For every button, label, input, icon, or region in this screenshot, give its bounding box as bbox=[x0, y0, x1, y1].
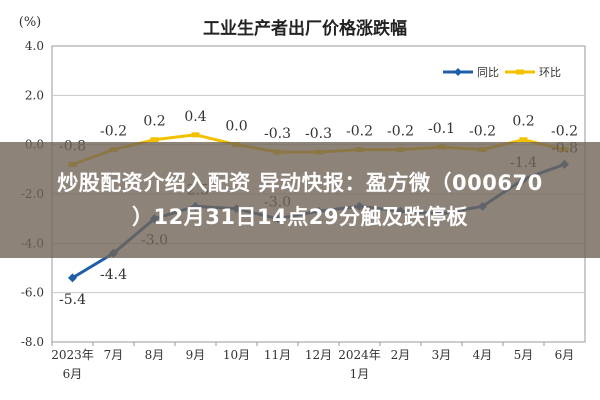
x-tick-label: 10月 bbox=[223, 348, 250, 362]
x-tick-label: 9月 bbox=[186, 348, 206, 362]
chart-title: 工业生产者出厂价格涨跌幅 bbox=[203, 18, 407, 39]
legend-label-yoy: 同比 bbox=[477, 66, 499, 79]
x-tick-label: 3月 bbox=[432, 348, 452, 362]
legend-label-mom: 环比 bbox=[539, 66, 561, 79]
y-tick-label: 2.0 bbox=[25, 88, 44, 102]
x-tick-label: 11月 bbox=[264, 348, 291, 362]
x-tick-label: 12月 bbox=[305, 348, 332, 362]
data-label-mom: 0.2 bbox=[512, 114, 534, 130]
data-label-yoy: -5.4 bbox=[59, 292, 86, 308]
data-label-mom: -0.3 bbox=[305, 126, 332, 142]
x-tick-label: 6月 bbox=[555, 348, 575, 362]
data-label-mom: -0.2 bbox=[551, 124, 578, 140]
data-label-mom: -0.3 bbox=[264, 126, 291, 142]
legend-marker-mom bbox=[516, 69, 524, 75]
data-point-mom bbox=[150, 137, 159, 143]
news-overlay-banner: 炒股配资介绍入配资 异动快报：盈方微（000670 ）12月31日14点29分触… bbox=[0, 142, 600, 258]
data-point-mom bbox=[519, 137, 528, 143]
overlay-headline-line-1: 炒股配资介绍入配资 异动快报：盈方微（000670 bbox=[57, 171, 543, 195]
x-tick-label: 2月 bbox=[391, 348, 411, 362]
legend-marker-yoy bbox=[454, 68, 462, 76]
y-axis-unit-label: (%) bbox=[19, 15, 42, 30]
x-tick-label: 8月 bbox=[145, 348, 165, 362]
data-label-mom: -0.2 bbox=[469, 124, 496, 140]
x-tick-label: 5月 bbox=[514, 348, 534, 362]
overlay-headline-line-2: ）12月31日14点29分触及跌停板 bbox=[132, 205, 468, 229]
data-label-mom: 0.2 bbox=[143, 114, 165, 130]
data-label-mom: -0.2 bbox=[100, 124, 127, 140]
x-tick-label: 2024年 1月 bbox=[338, 348, 381, 381]
x-tick-label: 4月 bbox=[473, 348, 493, 362]
y-tick-label: 4.0 bbox=[25, 39, 44, 53]
data-point-yoy bbox=[68, 273, 77, 283]
data-label-mom: 0.0 bbox=[225, 119, 247, 135]
y-tick-label: -8.0 bbox=[21, 335, 44, 349]
data-label-mom: -0.1 bbox=[428, 121, 455, 137]
data-label-yoy: -4.4 bbox=[100, 267, 127, 283]
data-label-mom: -0.2 bbox=[346, 124, 373, 140]
y-tick-label: -6.0 bbox=[21, 286, 44, 300]
data-label-mom: 0.4 bbox=[184, 109, 206, 125]
x-tick-label: 2023年 6月 bbox=[51, 348, 94, 381]
data-point-mom bbox=[191, 132, 200, 138]
x-tick-label: 7月 bbox=[104, 348, 124, 362]
data-label-mom: -0.2 bbox=[387, 124, 414, 140]
